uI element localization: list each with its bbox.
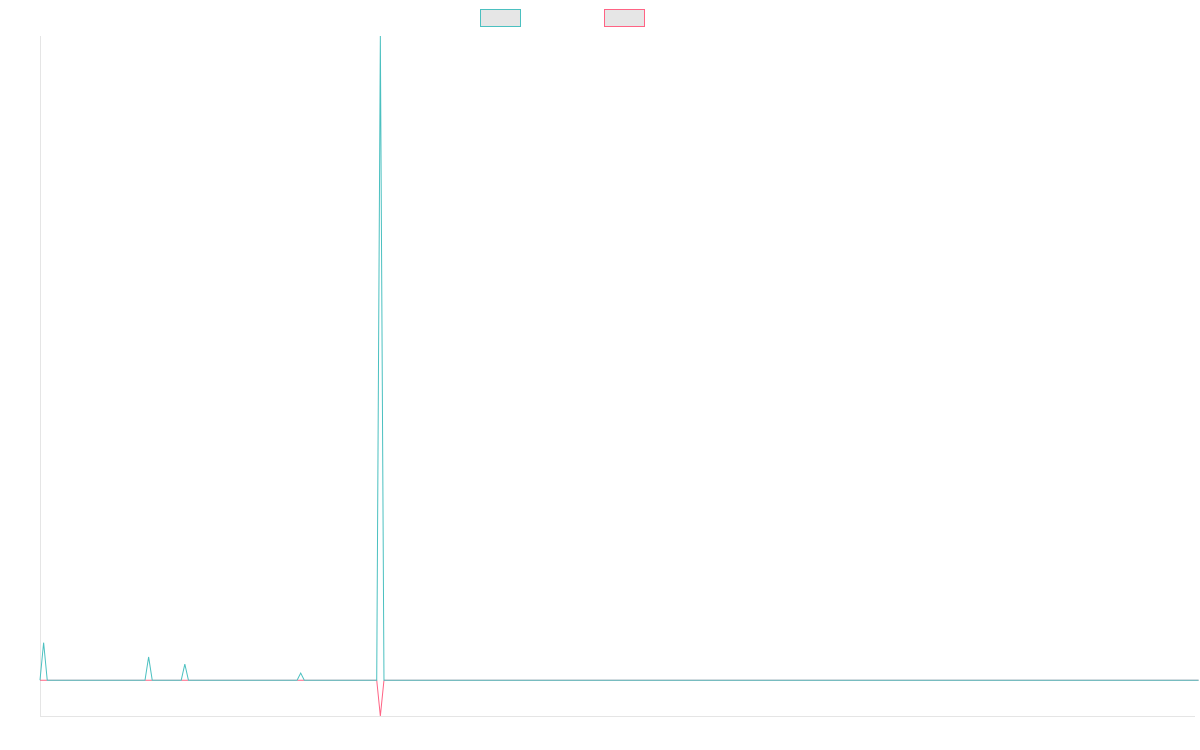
series-layer	[39, 35, 1199, 717]
series-line-1	[39, 35, 1199, 681]
series-line-2	[40, 679, 1199, 717]
legend-swatch-series-1[interactable]	[480, 9, 521, 27]
legend	[0, 0, 1200, 36]
legend-swatch-series-2[interactable]	[604, 9, 645, 27]
